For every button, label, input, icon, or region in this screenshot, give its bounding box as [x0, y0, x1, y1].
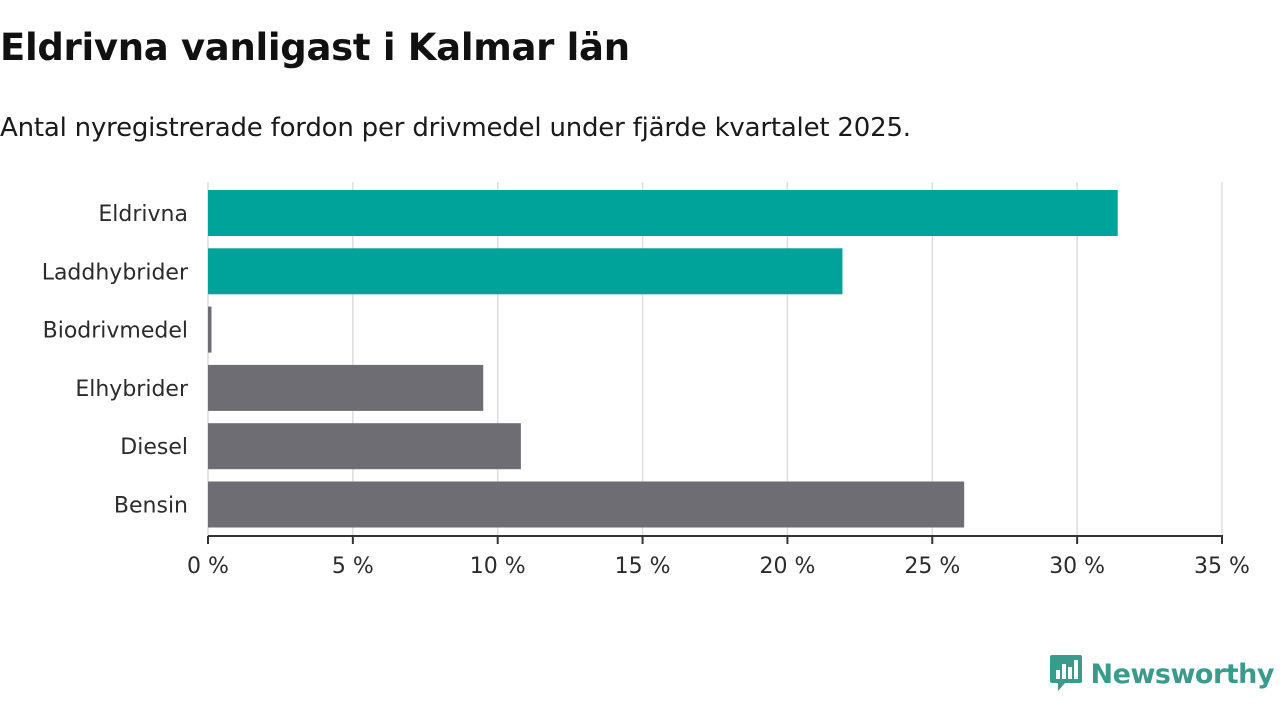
bar-elhybrider	[208, 364, 484, 411]
category-label: Elhybrider	[75, 377, 189, 402]
category-label: Diesel	[120, 435, 188, 460]
chart-subtitle: Antal nyregistrerade fordon per drivmede…	[0, 113, 911, 143]
bar-chart: Eldrivna Laddhybrider Biodrivmedel Elhybrid…	[42, 182, 1250, 579]
bar-biodrivmedel	[208, 306, 212, 353]
bars	[208, 190, 1118, 528]
x-tick-label: 5 %	[332, 554, 374, 579]
newsworthy-logo-icon	[1049, 655, 1082, 691]
x-tick-label: 15 %	[615, 554, 671, 579]
bar-diesel	[208, 423, 521, 470]
x-tick-label: 35 %	[1194, 554, 1250, 579]
x-tick-label: 0 %	[187, 554, 229, 579]
brand-name: Newsworthy	[1090, 658, 1275, 690]
category-label: Bensin	[114, 494, 188, 519]
x-tick-label: 30 %	[1049, 554, 1105, 579]
x-tick-label: 25 %	[904, 554, 960, 579]
category-labels: Eldrivna Laddhybrider Biodrivmedel Elhybrid…	[42, 202, 189, 519]
chart-title: Eldrivna vanligast i Kalmar län	[0, 26, 630, 69]
newsworthy-logo: Newsworthy	[1049, 654, 1275, 694]
x-tick-label: 20 %	[759, 554, 815, 579]
category-label: Laddhybrider	[42, 260, 189, 285]
category-label: Biodrivmedel	[43, 319, 188, 344]
category-label: Eldrivna	[98, 202, 188, 227]
x-axis: 0 % 5 % 10 % 15 % 20 % 25 % 30 % 35 %	[187, 535, 1250, 579]
bar-laddhybrider	[208, 248, 843, 295]
bar-bensin	[208, 481, 965, 528]
x-tick-label: 10 %	[470, 554, 526, 579]
bar-eldrivna	[208, 190, 1118, 236]
grid-lines	[207, 182, 1223, 536]
